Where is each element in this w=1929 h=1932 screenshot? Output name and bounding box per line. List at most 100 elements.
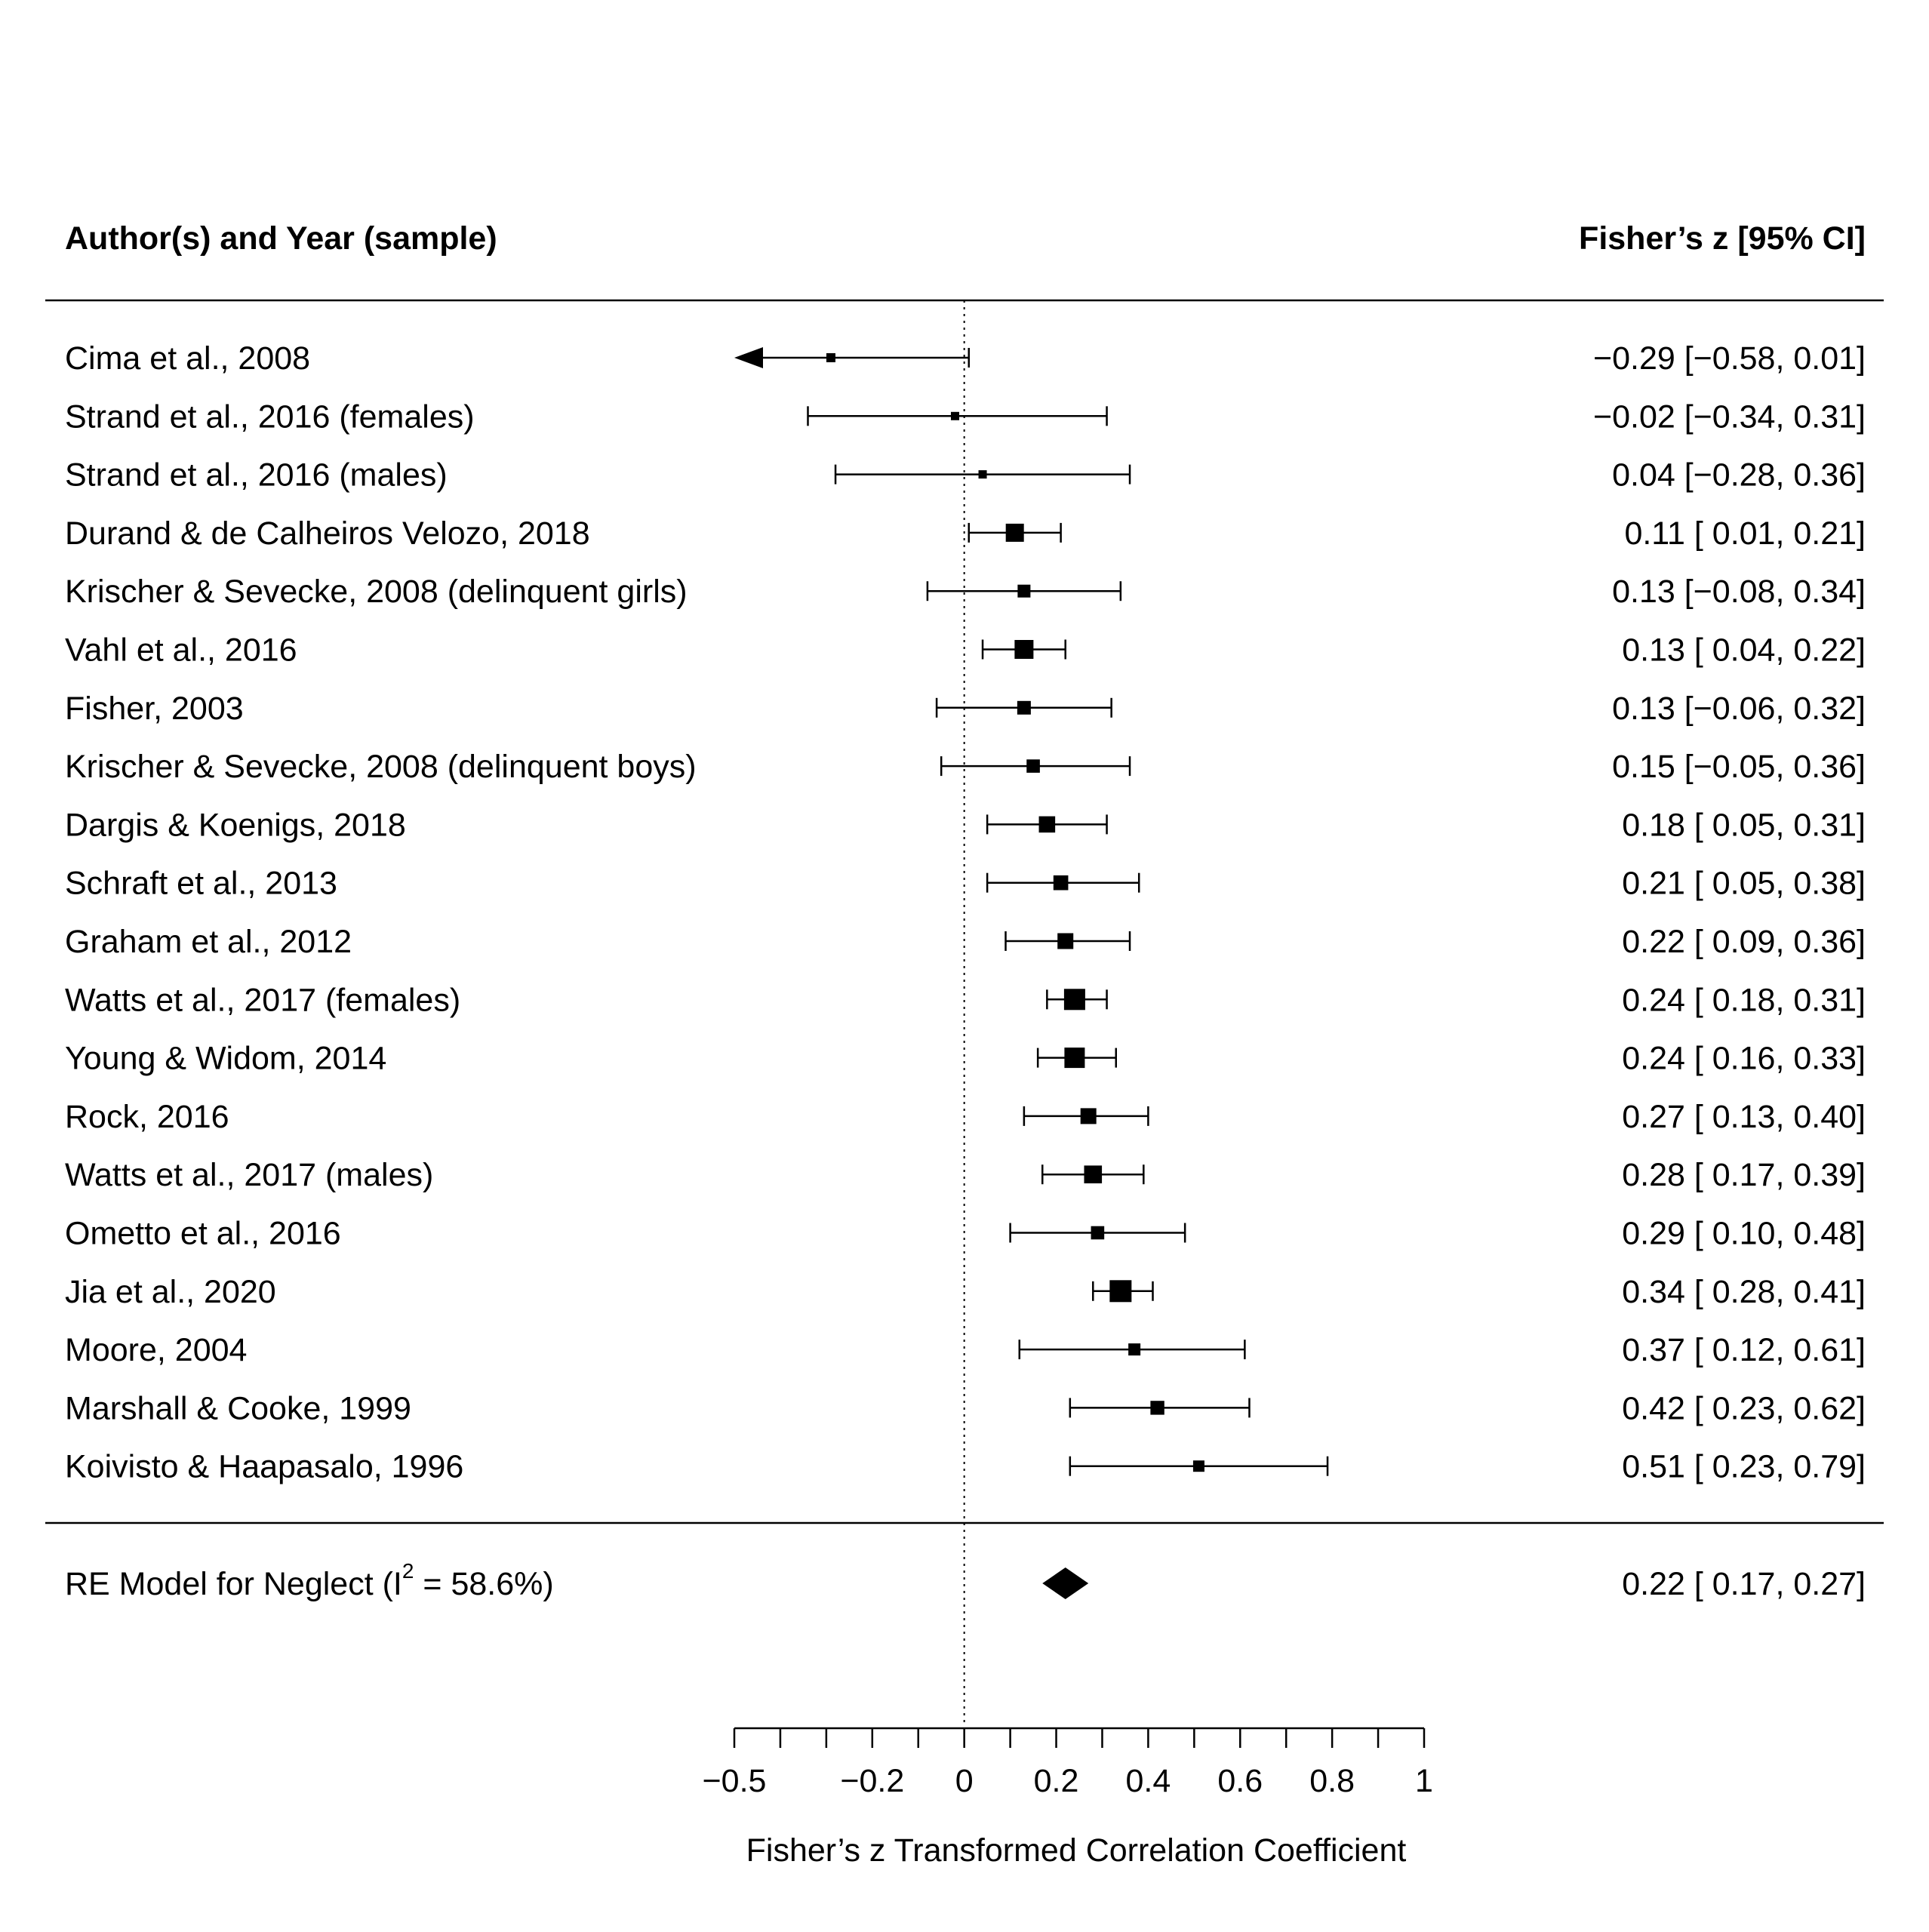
study-estimate-text: 0.13 [−0.06, 0.32] <box>1612 691 1866 727</box>
study-row: Schraft et al., 2013 0.21 [ 0.05, 0.38] <box>65 866 1866 902</box>
study-estimate-text: 0.34 [ 0.28, 0.41] <box>1622 1274 1866 1310</box>
x-axis: −0.5 −0.2 0 0.2 0.4 0.6 0.8 1 <box>703 1727 1433 1799</box>
x-tick-label: 0.8 <box>1309 1763 1355 1799</box>
study-estimate-text: 0.37 [ 0.12, 0.61] <box>1622 1332 1866 1368</box>
estimate-point <box>1064 1048 1085 1069</box>
study-row: Graham et al., 2012 0.22 [ 0.09, 0.36] <box>65 924 1866 960</box>
study-estimate-text: 0.28 [ 0.17, 0.39] <box>1622 1157 1866 1193</box>
study-estimate-text: 0.27 [ 0.13, 0.40] <box>1622 1099 1866 1135</box>
study-estimate-text: 0.51 [ 0.23, 0.79] <box>1622 1449 1866 1485</box>
study-estimate-text: 0.04 [−0.28, 0.36] <box>1612 457 1866 494</box>
estimate-point <box>1014 640 1034 659</box>
study-label: Marshall & Cooke, 1999 <box>65 1390 411 1426</box>
study-estimate-text: −0.29 [−0.58, 0.01] <box>1593 340 1866 377</box>
estimate-point <box>950 411 959 420</box>
study-label: Ometto et al., 2016 <box>65 1216 341 1252</box>
study-row: Watts et al., 2017 (females) 0.24 [ 0.18,… <box>65 982 1866 1018</box>
estimate-point <box>1038 816 1056 833</box>
study-row: Strand et al., 2016 (females) −0.02 [−0.3… <box>65 398 1866 435</box>
study-label: Fisher, 2003 <box>65 691 244 727</box>
x-tick-label: 0.2 <box>1034 1763 1079 1799</box>
estimate-point <box>1091 1226 1105 1240</box>
study-row: Strand et al., 2016 (males) 0.04 [−0.28, … <box>65 457 1866 494</box>
study-rows: Cima et al., 2008 −0.29 [−0.58, 0.01] Stra… <box>65 340 1866 1485</box>
study-row: Ometto et al., 2016 0.29 [ 0.10, 0.48] <box>65 1216 1866 1252</box>
study-estimate-text: 0.24 [ 0.16, 0.33] <box>1622 1041 1866 1077</box>
study-label: Young & Widom, 2014 <box>65 1041 386 1077</box>
estimate-point <box>1084 1165 1103 1183</box>
study-row: Krischer & Sevecke, 2008 (delinquent boy… <box>65 749 1866 785</box>
estimate-point <box>1063 989 1085 1011</box>
estimate-point <box>1017 700 1031 715</box>
study-row: Moore, 2004 0.37 [ 0.12, 0.61] <box>65 1332 1866 1368</box>
study-label: Graham et al., 2012 <box>65 924 352 960</box>
estimate-point <box>1109 1280 1132 1303</box>
summary-diamond <box>1042 1567 1089 1599</box>
study-estimate-text: 0.11 [ 0.01, 0.21] <box>1624 515 1866 552</box>
study-label: Cima et al., 2008 <box>65 340 310 377</box>
x-tick-label: 0.6 <box>1217 1763 1263 1799</box>
estimate-point <box>978 470 987 479</box>
study-label: Krischer & Sevecke, 2008 (delinquent boy… <box>65 749 697 785</box>
summary-row: RE Model for Neglect (I2 = 58.6%) 0.22 [ … <box>65 1559 1866 1602</box>
estimate-point <box>1080 1108 1097 1124</box>
summary-label: RE Model for Neglect (I2 = 58.6%) <box>65 1559 554 1602</box>
study-label: Watts et al., 2017 (females) <box>65 982 460 1018</box>
study-estimate-text: 0.18 [ 0.05, 0.31] <box>1622 807 1866 843</box>
study-label: Strand et al., 2016 (males) <box>65 457 448 494</box>
summary-label-prefix: RE Model for Neglect (I <box>65 1566 402 1602</box>
study-label: Watts et al., 2017 (males) <box>65 1157 433 1193</box>
study-label: Moore, 2004 <box>65 1332 247 1368</box>
study-label: Dargis & Koenigs, 2018 <box>65 807 406 843</box>
study-estimate-text: 0.15 [−0.05, 0.36] <box>1612 749 1866 785</box>
x-axis-label: Fisher’s z Transformed Correlation Coeff… <box>746 1832 1407 1869</box>
x-tick-label: −0.5 <box>703 1763 767 1799</box>
summary-estimate-text: 0.22 [ 0.17, 0.27] <box>1622 1566 1866 1602</box>
study-row: Young & Widom, 2014 0.24 [ 0.16, 0.33] <box>65 1041 1866 1077</box>
study-label: Durand & de Calheiros Velozo, 2018 <box>65 515 590 552</box>
study-estimate-text: 0.21 [ 0.05, 0.38] <box>1622 866 1866 902</box>
summary-label-suffix: = 58.6%) <box>414 1566 553 1602</box>
study-row: Krischer & Sevecke, 2008 (delinquent gir… <box>65 574 1866 610</box>
study-estimate-text: 0.22 [ 0.09, 0.36] <box>1622 924 1866 960</box>
study-estimate-text: 0.13 [−0.08, 0.34] <box>1612 574 1866 610</box>
estimate-point <box>826 353 835 362</box>
study-estimate-text: −0.02 [−0.34, 0.31] <box>1593 398 1866 435</box>
study-estimate-text: 0.24 [ 0.18, 0.31] <box>1622 982 1866 1018</box>
study-label: Strand et al., 2016 (females) <box>65 398 475 435</box>
estimate-point <box>1053 875 1069 891</box>
study-row: Durand & de Calheiros Velozo, 2018 0.11 [… <box>65 515 1866 552</box>
x-tick-label: 0 <box>955 1763 974 1799</box>
study-row: Vahl et al., 2016 0.13 [ 0.04, 0.22] <box>65 632 1866 669</box>
study-label: Jia et al., 2020 <box>65 1274 276 1310</box>
study-label: Schraft et al., 2013 <box>65 866 337 902</box>
study-row: Dargis & Koenigs, 2018 0.18 [ 0.05, 0.31] <box>65 807 1866 843</box>
estimate-point <box>1057 933 1074 949</box>
study-label: Koivisto & Haapasalo, 1996 <box>65 1449 463 1485</box>
summary-label-sup: 2 <box>402 1559 414 1583</box>
estimate-point <box>1017 584 1031 598</box>
study-label: Krischer & Sevecke, 2008 (delinquent gir… <box>65 574 688 610</box>
study-row: Koivisto & Haapasalo, 1996 0.51 [ 0.23, 0… <box>65 1449 1866 1485</box>
x-tick-label: 0.4 <box>1126 1763 1171 1799</box>
study-estimate-text: 0.29 [ 0.10, 0.48] <box>1622 1216 1866 1252</box>
ci-arrow-lower <box>734 347 763 368</box>
x-tick-label: 1 <box>1415 1763 1433 1799</box>
estimate-point <box>1005 523 1024 542</box>
study-estimate-text: 0.42 [ 0.23, 0.62] <box>1622 1390 1866 1426</box>
study-row: Jia et al., 2020 0.34 [ 0.28, 0.41] <box>65 1274 1866 1310</box>
study-row: Marshall & Cooke, 1999 0.42 [ 0.23, 0.62] <box>65 1390 1866 1426</box>
header-left: Author(s) and Year (sample) <box>65 220 497 257</box>
x-tick-label: −0.2 <box>840 1763 904 1799</box>
study-estimate-text: 0.13 [ 0.04, 0.22] <box>1622 632 1866 669</box>
study-label: Rock, 2016 <box>65 1099 229 1135</box>
study-row: Watts et al., 2017 (males) 0.28 [ 0.17, 0… <box>65 1157 1866 1193</box>
header-right: Fisher’s z [95% CI] <box>1579 220 1866 257</box>
study-label: Vahl et al., 2016 <box>65 632 297 669</box>
estimate-point <box>1150 1401 1164 1415</box>
estimate-point <box>1128 1343 1141 1356</box>
study-row: Cima et al., 2008 −0.29 [−0.58, 0.01] <box>65 340 1866 377</box>
study-row: Fisher, 2003 0.13 [−0.06, 0.32] <box>65 691 1866 727</box>
